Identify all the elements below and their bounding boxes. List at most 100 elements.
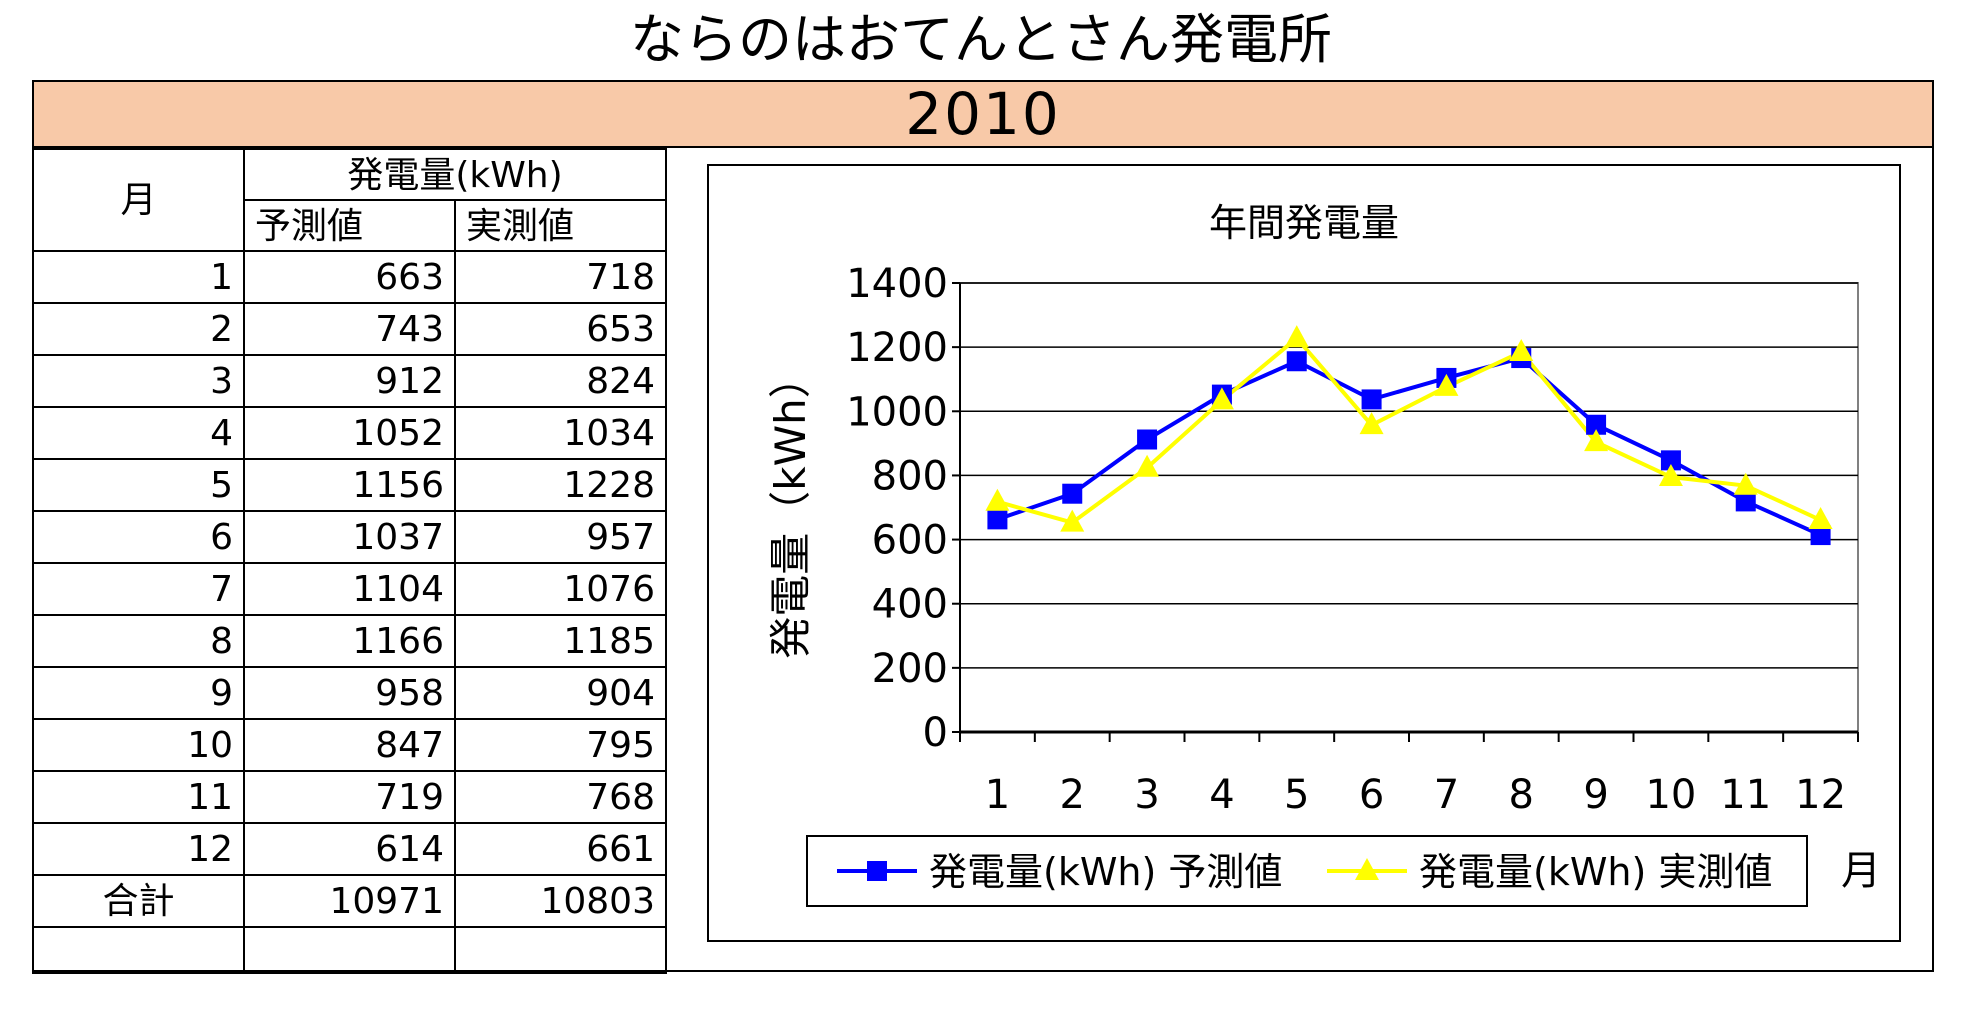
y-tick-label: 800: [872, 453, 948, 499]
x-tick-label: 11: [1720, 772, 1771, 818]
data-point: [1135, 454, 1160, 477]
month-cell: 5: [32, 458, 245, 512]
predicted-cell: 1037: [243, 510, 456, 564]
y-tick-label: 1400: [846, 261, 948, 307]
x-tick-label: 6: [1359, 772, 1384, 818]
total-label: 合計: [32, 874, 245, 928]
x-axis-label: 月: [1841, 848, 1881, 894]
data-point: [1060, 509, 1085, 532]
actual-cell: 718: [454, 250, 667, 304]
actual-cell: 1034: [454, 406, 667, 460]
month-cell: 9: [32, 666, 245, 720]
data-point: [1434, 373, 1459, 396]
month-cell: 8: [32, 614, 245, 668]
y-axis-label: 発電量（kWh）: [766, 356, 815, 658]
x-tick-label: 2: [1060, 772, 1085, 818]
total-actual: 10803: [454, 874, 667, 928]
month-cell: 10: [32, 718, 245, 772]
plot-area: [959, 282, 1859, 733]
actual-cell: 957: [454, 510, 667, 564]
data-point: [1586, 414, 1607, 435]
predicted-cell: 663: [243, 250, 456, 304]
data-point: [1137, 429, 1158, 450]
month-cell: 7: [32, 562, 245, 616]
data-point: [1361, 389, 1382, 410]
empty-cell: [32, 926, 245, 974]
y-tick-label: 1200: [846, 325, 948, 371]
x-tick-label: 5: [1284, 772, 1309, 818]
month-cell: 3: [32, 354, 245, 408]
predicted-cell: 614: [243, 822, 456, 876]
legend-marker: [867, 861, 887, 881]
actual-cell: 795: [454, 718, 667, 772]
actual-cell: 768: [454, 770, 667, 824]
series-line: [996, 355, 1822, 537]
actual-cell: 661: [454, 822, 667, 876]
predicted-cell: 1104: [243, 562, 456, 616]
month-cell: 4: [32, 406, 245, 460]
predicted-header: 予測値: [243, 199, 456, 252]
data-point: [985, 488, 1010, 511]
actual-cell: 904: [454, 666, 667, 720]
x-tick-label: 9: [1583, 772, 1608, 818]
data-point: [1808, 507, 1833, 530]
actual-cell: 653: [454, 302, 667, 356]
month-cell: 12: [32, 822, 245, 876]
data-point: [1660, 450, 1681, 471]
x-tick-label: 3: [1134, 772, 1159, 818]
predicted-cell: 743: [243, 302, 456, 356]
month-cell: 11: [32, 770, 245, 824]
series-line: [996, 335, 1822, 525]
data-point: [1062, 483, 1083, 504]
predicted-cell: 1156: [243, 458, 456, 512]
chart-panel: 年間発電量 0 200 400 600 800 1000 1200 1400 1 2 3 4 5 6 7 8 9 1…: [707, 164, 1901, 942]
data-point: [1286, 351, 1307, 372]
actual-cell: 824: [454, 354, 667, 408]
y-tick-label: 200: [872, 646, 948, 692]
month-cell: 6: [32, 510, 245, 564]
predicted-cell: 847: [243, 718, 456, 772]
data-point: [1359, 412, 1384, 435]
data-point: [1733, 472, 1758, 495]
year-banner: 2010: [32, 80, 1934, 148]
data-point: [1810, 525, 1831, 546]
empty-cell: [454, 926, 667, 974]
x-tick-label: 12: [1795, 772, 1846, 818]
actual-cell: 1185: [454, 614, 667, 668]
x-tick-label: 10: [1645, 772, 1696, 818]
data-point: [1284, 325, 1309, 348]
empty-cell: [243, 926, 456, 974]
data-point: [1509, 338, 1534, 361]
actual-cell: 1076: [454, 562, 667, 616]
data-point: [1209, 387, 1234, 410]
actual-header: 実測値: [454, 199, 667, 252]
data-point: [1735, 491, 1756, 512]
y-tick-label: 600: [872, 518, 948, 564]
predicted-cell: 719: [243, 770, 456, 824]
group-header: 発電量(kWh): [243, 148, 667, 201]
legend-label: 発電量(kWh) 予測値: [929, 850, 1282, 894]
predicted-cell: 912: [243, 354, 456, 408]
x-tick-label: 7: [1434, 772, 1459, 818]
legend-marker: [1355, 858, 1379, 880]
actual-cell: 1228: [454, 458, 667, 512]
page-title: ならのはおてんとさん発電所: [630, 8, 1332, 71]
predicted-cell: 958: [243, 666, 456, 720]
x-tick-label: 1: [985, 772, 1010, 818]
x-tick-label: 4: [1209, 772, 1234, 818]
y-tick-label: 400: [872, 582, 948, 628]
month-cell: 1: [32, 250, 245, 304]
x-tick-label: 8: [1509, 772, 1534, 818]
y-tick-label: 0: [923, 710, 948, 756]
predicted-cell: 1052: [243, 406, 456, 460]
legend-box: [806, 835, 1808, 907]
data-point: [987, 509, 1008, 530]
data-point: [1658, 464, 1683, 487]
chart-title: 年間発電量: [1209, 201, 1399, 245]
total-predicted: 10971: [243, 874, 456, 928]
month-cell: 2: [32, 302, 245, 356]
legend-label: 発電量(kWh) 実測値: [1419, 850, 1772, 894]
predicted-cell: 1166: [243, 614, 456, 668]
y-tick-label: 1000: [846, 389, 948, 435]
